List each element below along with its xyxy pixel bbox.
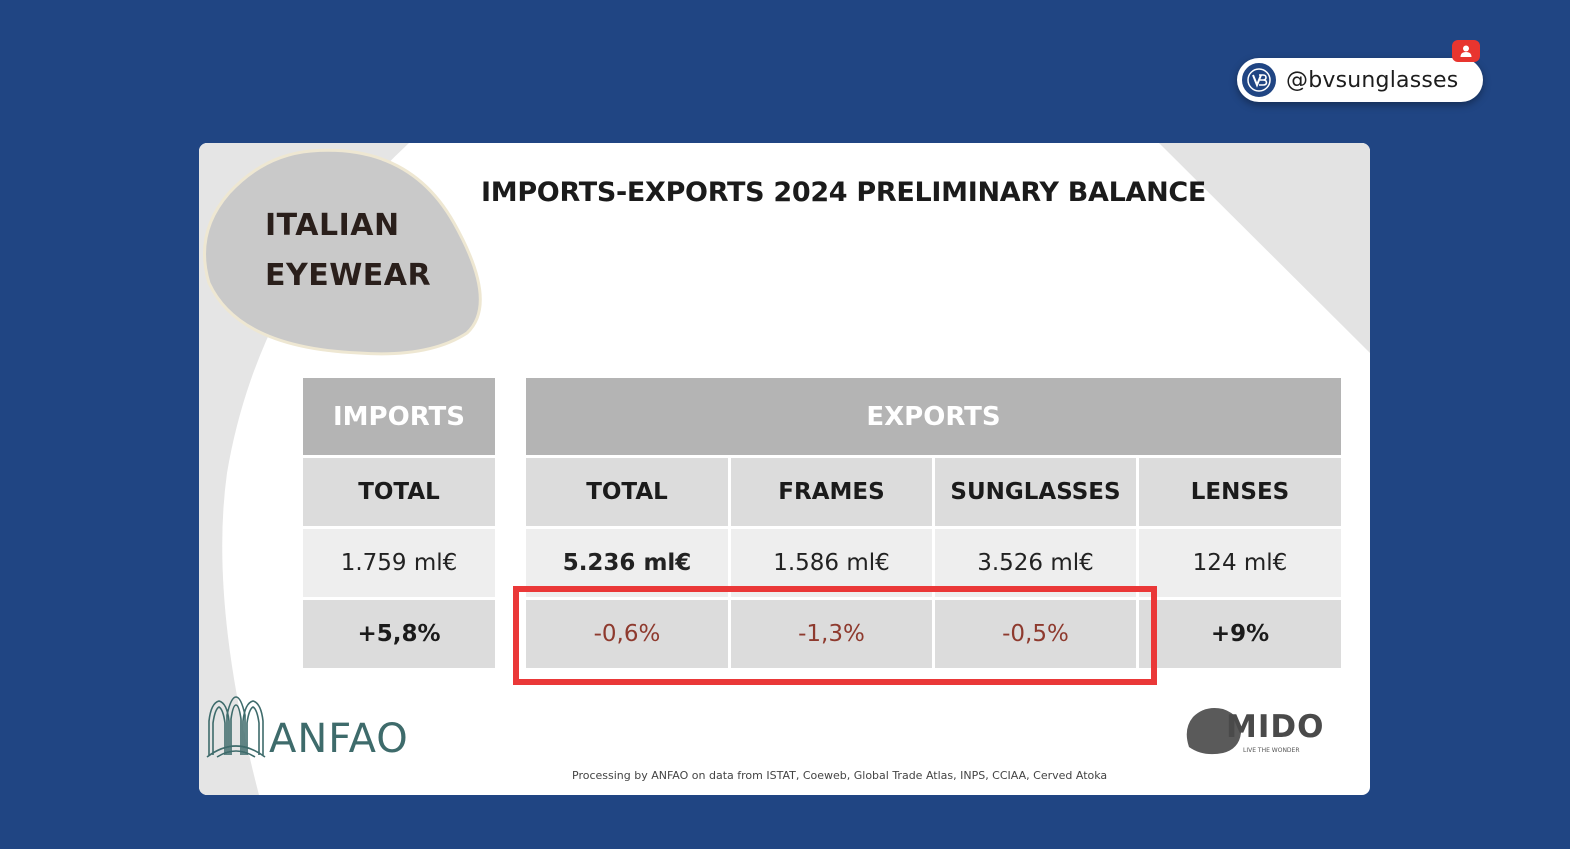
- imports-total-change: +5,8%: [303, 600, 495, 668]
- brand-line-2: EYEWEAR: [265, 258, 432, 293]
- imports-header: IMPORTS: [303, 378, 495, 455]
- social-handle-badge[interactable]: @bvsunglasses: [1237, 58, 1483, 102]
- anfao-logo: ANFAO: [205, 695, 409, 759]
- exports-frames-change: -1,3%: [731, 600, 932, 668]
- exports-sunglasses-value: 3.526 ml€: [935, 529, 1136, 597]
- mido-logo-text: MIDO: [1226, 709, 1325, 745]
- user-notification-icon: [1452, 40, 1480, 62]
- exports-total-label: TOTAL: [526, 458, 728, 526]
- exports-total-value: 5.236 ml€: [526, 529, 728, 597]
- exports-total-change: -0,6%: [526, 600, 728, 668]
- mido-tagline: LIVE THE WONDER: [1243, 747, 1300, 754]
- anfao-logo-text: ANFAO: [269, 716, 409, 762]
- imports-total-value: 1.759 ml€: [303, 529, 495, 597]
- infographic-slide: ITALIAN EYEWEAR IMPORTS-EXPORTS 2024 PRE…: [199, 143, 1370, 795]
- slide-title: IMPORTS-EXPORTS 2024 PRELIMINARY BALANCE: [481, 177, 1207, 208]
- bv-logo-icon: [1240, 61, 1278, 99]
- imports-total-label: TOTAL: [303, 458, 495, 526]
- exports-frames-label: FRAMES: [731, 458, 932, 526]
- slide-background-shapes: [199, 143, 1370, 795]
- mido-logo: MIDO LIVE THE WONDER: [1183, 703, 1323, 760]
- exports-lenses-value: 124 ml€: [1139, 529, 1341, 597]
- handle-text: @bvsunglasses: [1286, 67, 1459, 93]
- exports-sunglasses-change: -0,5%: [935, 600, 1136, 668]
- exports-lenses-label: LENSES: [1139, 458, 1341, 526]
- exports-lenses-change: +9%: [1139, 600, 1341, 668]
- exports-frames-value: 1.586 ml€: [731, 529, 932, 597]
- anfao-emblem-icon: [206, 696, 266, 758]
- brand-line-1: ITALIAN: [265, 208, 400, 243]
- italian-eyewear-brand: ITALIAN EYEWEAR: [265, 201, 431, 301]
- source-note: Processing by ANFAO on data from ISTAT, …: [572, 769, 1108, 782]
- exports-sunglasses-label: SUNGLASSES: [935, 458, 1136, 526]
- exports-header: EXPORTS: [526, 378, 1341, 455]
- mido-emblem-icon: [1186, 708, 1241, 755]
